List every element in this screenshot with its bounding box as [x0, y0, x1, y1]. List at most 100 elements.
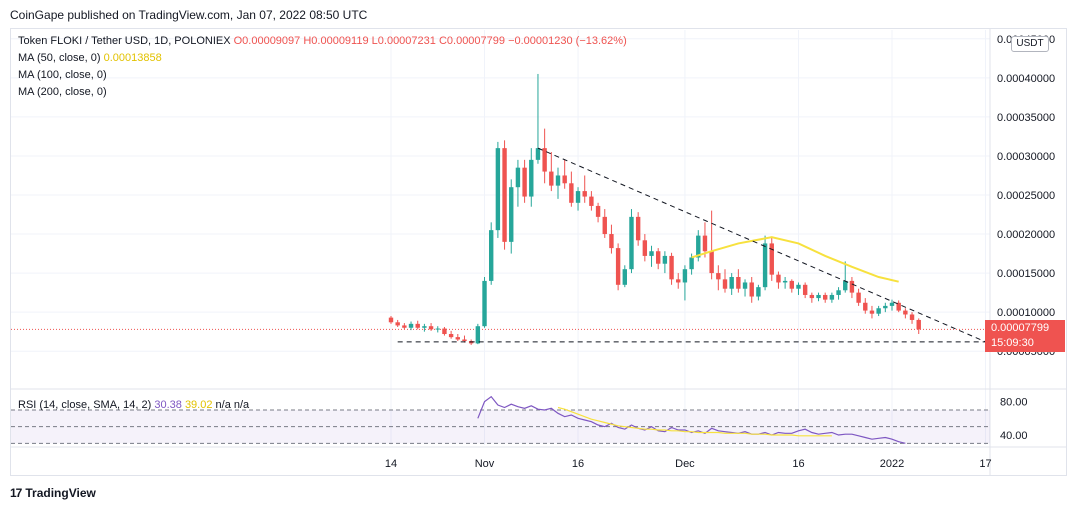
candle-body [442, 328, 447, 335]
candle-body [776, 274, 781, 283]
rsi-band-fill [11, 410, 990, 444]
candle [522, 159, 527, 203]
candle [776, 271, 781, 289]
candle-body [889, 302, 895, 306]
time-tick-label: 16 [792, 458, 804, 470]
candle [602, 209, 607, 238]
candle-body [435, 328, 440, 330]
time-tick-label: 2022 [880, 458, 904, 470]
publisher-caption: CoinGape published on TradingView.com, J… [10, 8, 368, 22]
candle [582, 175, 587, 203]
candle [722, 269, 728, 293]
candle-body [649, 251, 654, 256]
candle [682, 265, 688, 301]
candle-body [609, 234, 614, 249]
candle-body [602, 216, 607, 235]
candle-body [863, 302, 868, 311]
candle-body [642, 240, 648, 256]
candle-body [535, 148, 541, 160]
candle-body [809, 294, 815, 299]
candle-body [509, 187, 514, 242]
candle-body [682, 269, 688, 283]
candle-body [769, 243, 774, 275]
candle [622, 265, 627, 288]
candle [388, 316, 394, 324]
candle [442, 326, 447, 336]
candle [415, 320, 420, 330]
price-tick-label: 0.00010000 [997, 307, 1055, 319]
time-tick-label: 17 [979, 458, 991, 470]
candle [509, 179, 514, 254]
tradingview-logo[interactable]: 17 TradingView [10, 486, 96, 500]
candle [856, 288, 861, 306]
candle-body [689, 257, 694, 270]
candle [428, 323, 434, 331]
candle [702, 222, 708, 258]
rsi-legend[interactable]: RSI (14, close, SMA, 14, 2) 30.38 39.02 … [18, 399, 249, 411]
candle [749, 277, 754, 303]
candle [829, 292, 835, 303]
candle-body [582, 191, 587, 197]
ma200-legend[interactable]: MA (200, close, 0) [18, 86, 107, 98]
time-tick-label: Dec [675, 458, 695, 470]
candle-body [388, 317, 394, 323]
candle-body [762, 243, 768, 288]
tradingview-brand: TradingView [25, 486, 96, 500]
candle [435, 326, 440, 333]
candle-body [462, 339, 467, 342]
candle-body [522, 167, 527, 197]
candle [916, 318, 921, 335]
candle [782, 277, 788, 289]
ma100-legend[interactable]: MA (100, close, 0) [18, 69, 107, 81]
candle-body [829, 294, 835, 300]
candle-body [562, 175, 567, 184]
candle [796, 282, 801, 295]
chart-frame [10, 28, 1067, 476]
rsi-line [477, 395, 906, 444]
price-tick-label: 0.00025000 [997, 190, 1055, 202]
ma200-label: MA (200, close, 0) [18, 86, 107, 98]
candle [869, 305, 875, 319]
candle-body [796, 284, 801, 289]
candle [402, 323, 407, 330]
ma50-legend[interactable]: MA (50, close, 0) 0.00013858 [18, 52, 162, 64]
candle-body [395, 322, 400, 326]
price-legend: Token FLOKI / Tether USD, 1D, POLONIEX O… [18, 35, 627, 47]
candle-body [696, 235, 701, 258]
candle [455, 334, 460, 342]
candle-body [843, 280, 848, 291]
candle-body [856, 292, 861, 303]
candle [529, 148, 534, 207]
candle [615, 243, 621, 291]
candle-body [849, 280, 855, 293]
candle-body [495, 148, 501, 231]
candle-body [502, 148, 507, 242]
candle [769, 237, 774, 281]
open-value: O0.00009097 [233, 35, 301, 47]
candle-body [736, 277, 741, 289]
candle [495, 141, 501, 238]
candle [649, 245, 654, 267]
candle [889, 299, 895, 311]
candle [716, 265, 721, 291]
candle-body [589, 196, 594, 206]
ma100-label: MA (100, close, 0) [18, 69, 107, 81]
candle-body [515, 167, 521, 188]
candle-body [656, 251, 661, 264]
candle [809, 292, 815, 303]
candle-body [549, 171, 554, 186]
currency-button[interactable]: USDT [1011, 36, 1049, 52]
candle-body [402, 325, 407, 328]
candle-body [615, 248, 621, 285]
candle-body [408, 323, 414, 328]
candle-body [742, 282, 748, 289]
rsi-tick-label: 80.00 [1000, 397, 1028, 409]
ma50-value: 0.00013858 [103, 52, 162, 64]
candle-body [676, 279, 681, 283]
candle-body [455, 337, 460, 340]
candle-body [662, 255, 668, 264]
price-tick-label: 0.00020000 [997, 229, 1055, 241]
candle [448, 330, 454, 339]
candle [642, 234, 648, 262]
